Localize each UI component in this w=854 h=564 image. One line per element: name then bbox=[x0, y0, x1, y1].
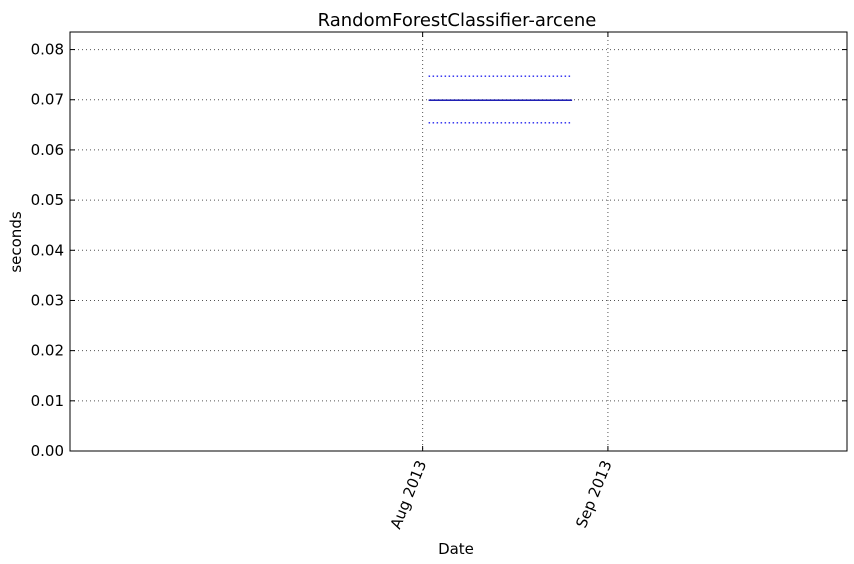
y-tick-label: 0.08 bbox=[31, 41, 64, 59]
y-tick-label: 0.05 bbox=[31, 191, 64, 209]
y-tick-label: 0.07 bbox=[31, 91, 64, 109]
y-tick-label: 0.01 bbox=[31, 392, 64, 410]
data-series bbox=[428, 75, 573, 124]
y-tick-label: 0.04 bbox=[31, 241, 64, 259]
y-tick-label: 0.06 bbox=[31, 141, 64, 159]
chart-title: RandomForestClassifier-arcene bbox=[318, 10, 597, 31]
y-axis-ticks: 0.00 0.01 0.02 0.03 0.04 0.05 0.06 0.07 0.08 bbox=[31, 41, 847, 460]
grid-lines bbox=[70, 32, 847, 451]
x-tick-label: Sep 2013 bbox=[572, 458, 615, 531]
x-axis-ticks: Aug 2013 Sep 2013 bbox=[387, 32, 616, 531]
y-axis-label: seconds bbox=[7, 211, 25, 272]
x-tick-label: Aug 2013 bbox=[387, 458, 431, 532]
y-tick-label: 0.03 bbox=[31, 291, 64, 309]
y-tick-label: 0.00 bbox=[31, 442, 64, 460]
plot-frame bbox=[69, 31, 848, 452]
y-tick-label: 0.02 bbox=[31, 342, 64, 360]
x-axis-label: Date bbox=[438, 540, 474, 558]
